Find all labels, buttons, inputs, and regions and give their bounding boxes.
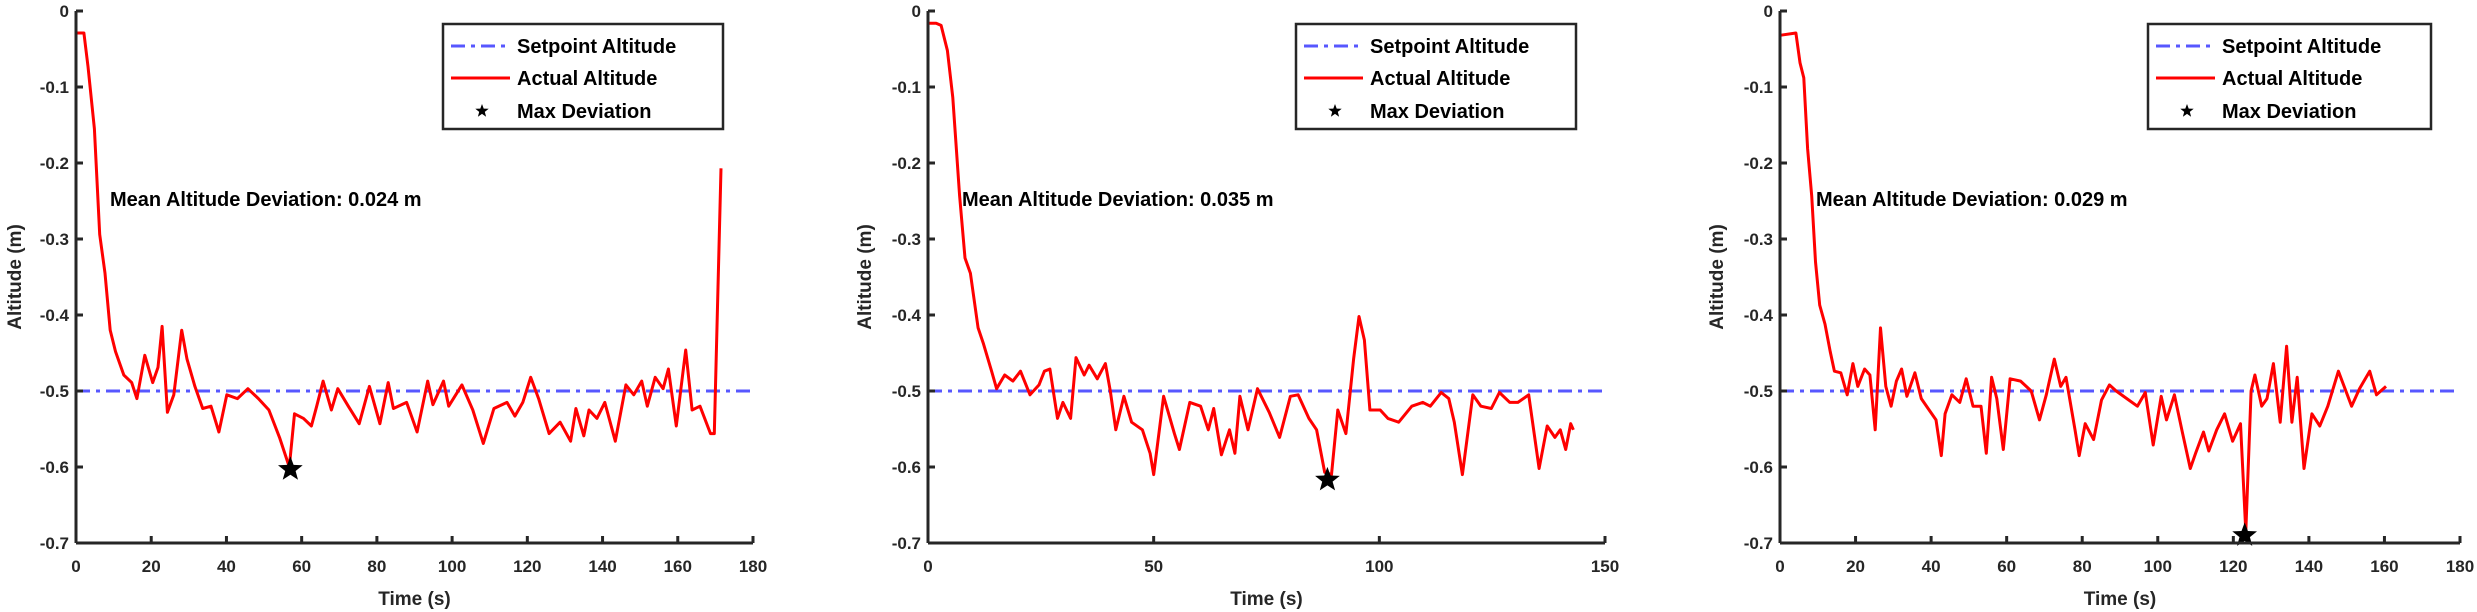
x-axis-label: Time (s) — [2084, 589, 2157, 610]
y-tick-label: -0.6 — [1744, 458, 1773, 477]
max-deviation-marker — [278, 456, 303, 480]
y-tick-label: -0.4 — [892, 306, 922, 325]
legend-entry-label: Actual Altitude — [2222, 68, 2362, 90]
legend-entry-label: Setpoint Altitude — [1370, 36, 1529, 58]
max-deviation-marker — [2232, 522, 2257, 546]
legend-entry-label: Max Deviation — [2222, 101, 2356, 123]
x-tick-label: 40 — [217, 557, 236, 576]
y-tick-label: -0.5 — [892, 382, 921, 401]
legend: Setpoint Altitude Actual Altitude Max Devi… — [441, 22, 725, 131]
y-axis-label: Altitude (m) — [855, 224, 876, 330]
x-tick-label: 60 — [1997, 557, 2016, 576]
x-tick-label: 100 — [1365, 557, 1393, 576]
y-tick-label: -0.1 — [1744, 78, 1773, 97]
y-tick-label: -0.7 — [1744, 534, 1773, 553]
x-tick-label: 0 — [71, 557, 80, 576]
y-tick-label: -0.3 — [892, 230, 921, 249]
subplot-1: 0 20 40 60 80 100 120 140 160 180 0 -0.1 -0.2 -0.3 -0.… — [5, 2, 767, 610]
x-axis-label: Time (s) — [378, 589, 451, 610]
legend-star-icon — [2180, 104, 2194, 117]
legend-entry-label: Setpoint Altitude — [2222, 36, 2381, 58]
y-tick-label: -0.2 — [1744, 154, 1773, 173]
x-tick-label: 160 — [664, 557, 692, 576]
x-tick-label: 180 — [739, 557, 767, 576]
mean-deviation-annotation: Mean Altitude Deviation: 0.035 m — [962, 189, 1274, 211]
x-tick-label: 180 — [2446, 557, 2474, 576]
subplot-2: 0 50 100 150 0 -0.1 -0.2 -0.3 -0.4 -0.5 -0.6 -0.7 Ti… — [855, 2, 1619, 610]
y-tick-label: -0.6 — [40, 458, 69, 477]
x-tick-label: 60 — [292, 557, 311, 576]
legend: Setpoint Altitude Actual Altitude Max Devi… — [2146, 22, 2433, 131]
legend: Setpoint Altitude Actual Altitude Max Devi… — [1294, 22, 1578, 131]
x-tick-label: 80 — [2073, 557, 2092, 576]
x-tick-label: 150 — [1591, 557, 1619, 576]
legend-entry-label: Actual Altitude — [517, 68, 657, 90]
x-tick-label: 20 — [142, 557, 161, 576]
subplot-3: 0 20 40 60 80 100 120 140 160 180 0 -0.1 -0.2 -0.3 -0.… — [1707, 2, 2474, 610]
y-tick-label: -0.2 — [40, 154, 69, 173]
x-tick-label: 0 — [923, 557, 932, 576]
mean-deviation-annotation: Mean Altitude Deviation: 0.024 m — [110, 189, 422, 211]
max-deviation-marker — [1315, 466, 1340, 491]
actual-altitude-line — [1779, 31, 2387, 534]
y-tick-label: -0.1 — [892, 78, 921, 97]
y-tick-label: 0 — [1764, 2, 1773, 21]
y-axis-label: Altitude (m) — [1707, 224, 1728, 330]
legend-star-icon — [475, 104, 489, 117]
x-tick-label: 0 — [1775, 557, 1784, 576]
y-tick-label: -0.5 — [1744, 382, 1773, 401]
y-tick-label: -0.4 — [1744, 306, 1774, 325]
x-tick-label: 20 — [1846, 557, 1865, 576]
y-tick-label: -0.4 — [40, 306, 70, 325]
x-tick-label: 100 — [438, 557, 466, 576]
legend-entry-label: Setpoint Altitude — [517, 36, 676, 58]
y-tick-label: 0 — [60, 2, 69, 21]
x-tick-label: 50 — [1144, 557, 1163, 576]
actual-altitude-line — [928, 21, 1575, 477]
legend-entry-label: Max Deviation — [1370, 101, 1504, 123]
x-tick-label: 40 — [1922, 557, 1941, 576]
y-tick-label: -0.5 — [40, 382, 69, 401]
y-tick-label: -0.6 — [892, 458, 921, 477]
y-tick-label: -0.1 — [40, 78, 69, 97]
y-tick-label: 0 — [912, 2, 921, 21]
x-tick-label: 160 — [2370, 557, 2398, 576]
x-axis-label: Time (s) — [1230, 589, 1303, 610]
legend-entry-label: Actual Altitude — [1370, 68, 1510, 90]
legend-box — [441, 22, 725, 131]
x-tick-label: 80 — [367, 557, 386, 576]
y-tick-label: -0.7 — [892, 534, 921, 553]
x-tick-label: 120 — [2219, 557, 2247, 576]
y-tick-label: -0.3 — [40, 230, 69, 249]
y-tick-label: -0.7 — [40, 534, 69, 553]
x-tick-label: 140 — [2295, 557, 2323, 576]
x-tick-label: 120 — [513, 557, 541, 576]
mean-deviation-annotation: Mean Altitude Deviation: 0.029 m — [1816, 189, 2128, 211]
legend-star-icon — [1328, 104, 1342, 117]
actual-altitude-line — [76, 31, 723, 469]
y-axis-label: Altitude (m) — [5, 224, 26, 330]
y-tick-label: -0.3 — [1744, 230, 1773, 249]
x-tick-label: 100 — [2144, 557, 2172, 576]
y-tick-label: -0.2 — [892, 154, 921, 173]
legend-entry-label: Max Deviation — [517, 101, 651, 123]
x-tick-label: 140 — [588, 557, 616, 576]
